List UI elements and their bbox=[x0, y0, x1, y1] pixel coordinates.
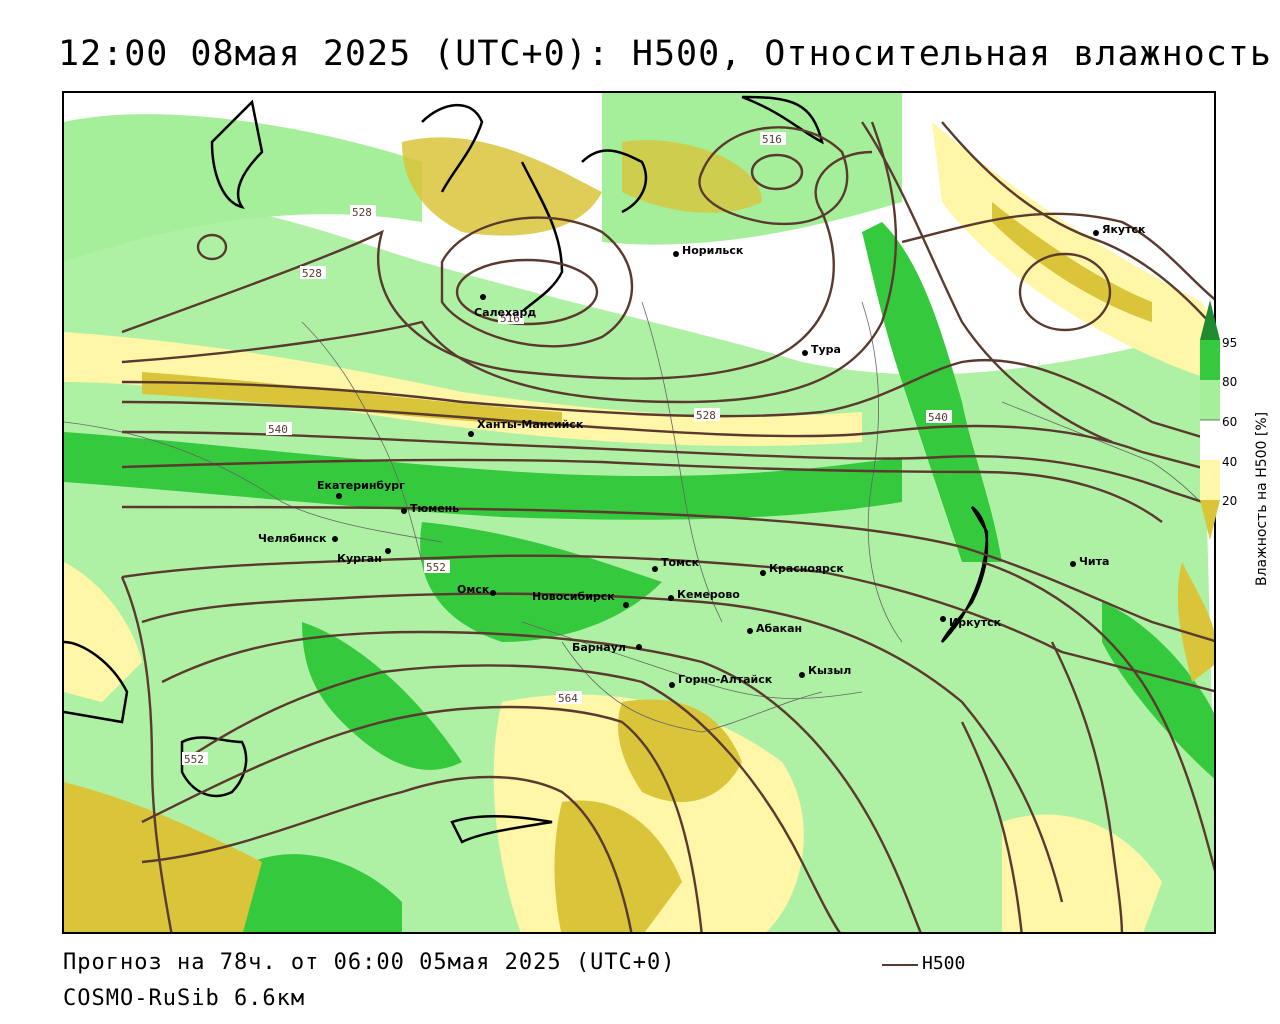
contour-label: 564 bbox=[558, 692, 578, 705]
svg-text:Кызыл: Кызыл bbox=[808, 664, 851, 677]
h500-legend-label: H500 bbox=[922, 953, 966, 974]
svg-text:Красноярск: Красноярск bbox=[769, 562, 844, 575]
svg-text:Барнаул: Барнаул bbox=[572, 641, 626, 654]
city-yakutsk: Якутск bbox=[1093, 223, 1146, 236]
city-novosibirsk: Новосибирск bbox=[532, 590, 629, 608]
city-markers: Якутск Норильск Салехард Тура Ханты-Манс… bbox=[258, 223, 1146, 688]
contour-label: 516 bbox=[500, 312, 520, 325]
city-kyzyl: Кызыл bbox=[799, 664, 851, 678]
colorbar-bottom-arrow bbox=[1200, 500, 1220, 540]
colorbar-40-20 bbox=[1200, 460, 1220, 500]
contour-label: 516 bbox=[762, 133, 782, 146]
contour-label: 528 bbox=[302, 267, 322, 280]
city-tura: Тура bbox=[802, 343, 841, 356]
svg-text:Салехард: Салехард bbox=[474, 306, 536, 319]
colorbar-tick: 60 bbox=[1222, 415, 1238, 429]
svg-text:Челябинск: Челябинск bbox=[258, 532, 327, 545]
contour-label: 540 bbox=[928, 411, 948, 424]
svg-text:Ханты-Мансийск: Ханты-Мансийск bbox=[477, 418, 584, 431]
weather-map: 516 516 528 528 528 540 540 552 552 564 bbox=[62, 91, 1216, 934]
svg-text:Курган: Курган bbox=[337, 552, 382, 565]
city-salekhard: Салехард bbox=[474, 294, 536, 319]
city-abakan: Абакан bbox=[747, 622, 802, 635]
map-title: 12:00 08мая 2025 (UTC+0): H500, Относите… bbox=[58, 34, 1272, 74]
colorbar-tick: 20 bbox=[1222, 494, 1238, 508]
svg-text:Кемерово: Кемерово bbox=[677, 588, 740, 601]
city-barnaul: Барнаул bbox=[572, 641, 642, 654]
city-kemerovo: Кемерово bbox=[668, 588, 740, 601]
svg-text:Чита: Чита bbox=[1079, 555, 1109, 568]
map-canvas: 516 516 528 528 528 540 540 552 552 564 bbox=[64, 93, 1214, 932]
svg-text:Омск: Омск bbox=[457, 583, 490, 596]
svg-text:Томск: Томск bbox=[661, 556, 700, 569]
model-name: COSMO-RuSib 6.6км bbox=[63, 986, 306, 1011]
contour-label: 552 bbox=[184, 753, 204, 766]
city-gorno-altaysk: Горно-Алтайск bbox=[669, 673, 773, 688]
city-chita: Чита bbox=[1070, 555, 1109, 568]
city-krasnoyarsk: Красноярск bbox=[760, 562, 844, 576]
svg-text:Иркутск: Иркутск bbox=[949, 616, 1002, 629]
colorbar-swatches bbox=[1200, 300, 1220, 540]
city-norilsk: Норильск bbox=[673, 244, 744, 257]
colorbar-tick: 80 bbox=[1222, 375, 1238, 389]
colorbar-tick: 40 bbox=[1222, 455, 1238, 469]
city-chelyabinsk: Челябинск bbox=[258, 532, 338, 545]
colorbar-top-arrow bbox=[1200, 300, 1220, 340]
h500-contours bbox=[120, 121, 1214, 932]
forecast-info: Прогноз на 78ч. от 06:00 05мая 2025 (UTC… bbox=[63, 950, 676, 975]
svg-text:Екатеринбург: Екатеринбург bbox=[317, 479, 405, 492]
contour-label: 552 bbox=[426, 561, 446, 574]
humidity-field bbox=[64, 93, 1214, 932]
colorbar-title-wrap: Влажность на H500 [%] bbox=[1240, 350, 1270, 590]
colorbar-60-40 bbox=[1200, 420, 1220, 460]
svg-text:Якутск: Якутск bbox=[1102, 223, 1146, 236]
colorbar-95-80 bbox=[1200, 340, 1220, 380]
svg-text:Новосибирск: Новосибирск bbox=[532, 590, 615, 603]
colorbar-title: Влажность на H500 [%] bbox=[1254, 411, 1270, 586]
svg-text:Горно-Алтайск: Горно-Алтайск bbox=[678, 673, 773, 686]
city-tomsk: Томск bbox=[652, 556, 700, 572]
h500-legend-line bbox=[882, 964, 918, 966]
colorbar-80-60 bbox=[1200, 380, 1220, 420]
contour-labels: 516 516 528 528 528 540 540 552 552 564 bbox=[182, 132, 952, 766]
city-omsk: Омск bbox=[457, 583, 496, 596]
city-kurgan: Курган bbox=[337, 548, 391, 565]
svg-text:Норильск: Норильск bbox=[682, 244, 744, 257]
colorbar-tick: 95 bbox=[1222, 336, 1238, 350]
svg-text:Тюмень: Тюмень bbox=[410, 502, 459, 515]
contour-label: 528 bbox=[352, 206, 372, 219]
svg-text:Абакан: Абакан bbox=[756, 622, 802, 635]
city-irkutsk: Иркутск bbox=[940, 616, 1002, 629]
svg-text:Тура: Тура bbox=[811, 343, 841, 356]
city-khanty-mansiysk: Ханты-Мансийск bbox=[468, 418, 584, 437]
city-yekaterinburg: Екатеринбург bbox=[317, 479, 405, 499]
contour-label: 528 bbox=[696, 409, 716, 422]
humidity-colorbar bbox=[1200, 300, 1220, 540]
contour-label: 540 bbox=[268, 423, 288, 436]
city-tyumen: Тюмень bbox=[401, 502, 459, 515]
